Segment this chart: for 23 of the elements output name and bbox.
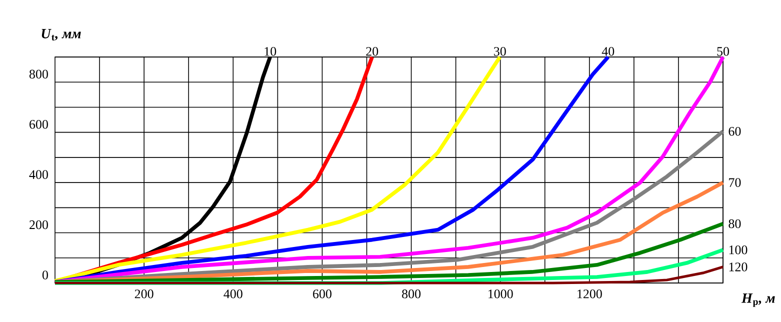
series-label: 70 — [729, 178, 741, 187]
series-label: 20 — [366, 47, 378, 56]
x-tick-label: 1200 — [578, 290, 602, 298]
x-tick-label: 800 — [402, 290, 421, 298]
series-label: 60 — [728, 126, 741, 136]
y-tick-label: 0 — [42, 270, 48, 280]
y-tick-label: 400 — [29, 170, 48, 179]
series-label: 120 — [729, 262, 748, 272]
series-label: 100 — [729, 245, 748, 254]
y-tick-label: 200 — [30, 220, 48, 230]
series-label: 30 — [494, 47, 506, 56]
y-tick-label: 600 — [30, 120, 48, 129]
series-label: 80 — [728, 219, 741, 228]
series-label: 50 — [717, 47, 730, 56]
y-axis-title: U$_{t}$, мм — [42, 29, 81, 40]
series-label: 10 — [264, 47, 276, 56]
y-tick-label: 800 — [29, 70, 48, 78]
series-label: 40 — [602, 47, 614, 56]
x-tick-label: 1000 — [488, 290, 513, 298]
x-tick-label: 600 — [313, 290, 332, 298]
x-tick-label: 200 — [134, 290, 154, 298]
x-tick-label: 400 — [224, 290, 242, 298]
x-axis-title: H$_{p}$, м — [741, 294, 775, 307]
